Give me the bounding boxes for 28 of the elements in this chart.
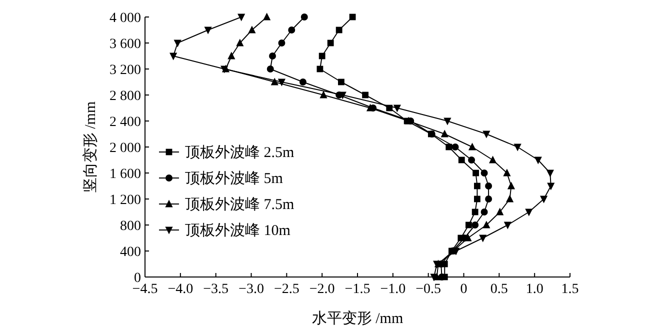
x-tick-label: −2.0 (309, 282, 335, 297)
y-axis-title: 竖向变形 /mm (82, 101, 99, 193)
x-tick-label: 0.5 (490, 282, 508, 297)
y-tick-label: 2 000 (110, 141, 141, 156)
x-tick-label: 1.5 (561, 282, 579, 297)
x-axis-title: 水平变形 /mm (312, 310, 404, 327)
x-tick-label: 1.0 (526, 282, 544, 297)
y-tick-label: 1 600 (110, 167, 141, 182)
x-tick-label: −1.5 (344, 282, 370, 297)
y-tick-label: 400 (120, 245, 141, 260)
x-tick-label: −0.5 (416, 282, 442, 297)
x-tick-label: −4.0 (168, 282, 194, 297)
legend-label: 顶板外波峰 2.5m (185, 144, 294, 161)
y-tick-label: 3 600 (110, 37, 141, 52)
x-tick-label: −1.0 (380, 282, 406, 297)
legend-label: 顶板外波峰 10m (185, 222, 291, 239)
y-tick-label: 2 800 (110, 89, 141, 104)
y-tick-label: 1 200 (110, 193, 141, 208)
y-tick-label: 3 200 (110, 63, 141, 78)
legend-label: 顶板外波峰 7.5m (185, 196, 294, 213)
x-tick-label: 0 (460, 282, 468, 297)
legend-label: 顶板外波峰 5m (185, 170, 284, 187)
y-tick-label: 4 000 (110, 11, 141, 26)
y-tick-label: 2 400 (110, 115, 141, 130)
x-tick-label: −3.0 (238, 282, 264, 297)
y-tick-label: 800 (120, 219, 141, 234)
x-tick-label: −3.5 (203, 282, 229, 297)
x-tick-label: −2.5 (274, 282, 300, 297)
